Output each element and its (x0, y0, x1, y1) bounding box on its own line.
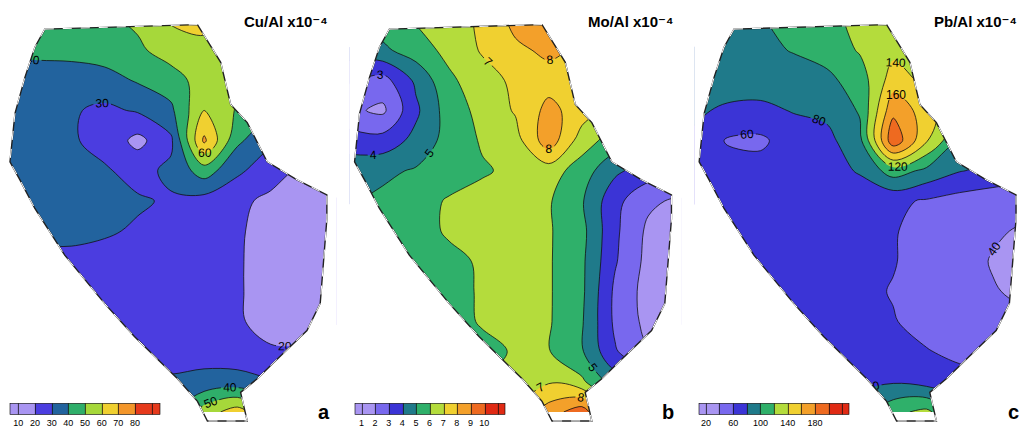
svg-text:140: 140 (780, 418, 795, 428)
svg-text:5: 5 (413, 418, 418, 428)
svg-text:60: 60 (198, 146, 212, 160)
svg-text:20: 20 (278, 339, 292, 353)
svg-text:3: 3 (377, 68, 384, 82)
svg-text:20: 20 (701, 418, 711, 428)
svg-text:3: 3 (386, 418, 391, 428)
svg-text:c: c (1008, 401, 1019, 423)
svg-text:50: 50 (80, 418, 90, 428)
svg-text:80: 80 (810, 111, 828, 129)
svg-text:50: 50 (202, 394, 220, 412)
svg-text:30: 30 (47, 418, 57, 428)
svg-text:100: 100 (968, 119, 992, 139)
svg-text:Mo/Al x10⁻⁴: Mo/Al x10⁻⁴ (588, 13, 673, 30)
svg-text:80: 80 (865, 378, 882, 395)
svg-text:60: 60 (97, 418, 107, 428)
svg-text:80: 80 (130, 418, 140, 428)
svg-text:8: 8 (545, 142, 552, 156)
svg-text:10: 10 (13, 418, 23, 428)
svg-text:2: 2 (650, 338, 657, 352)
svg-text:a: a (318, 401, 330, 423)
svg-text:70: 70 (113, 418, 123, 428)
svg-text:180: 180 (808, 418, 823, 428)
svg-text:4: 4 (369, 148, 377, 162)
svg-text:10: 10 (479, 418, 489, 428)
svg-text:40: 40 (26, 52, 41, 67)
svg-text:3: 3 (651, 172, 661, 187)
svg-text:7: 7 (441, 418, 446, 428)
svg-text:1: 1 (359, 418, 364, 428)
svg-text:2: 2 (373, 418, 378, 428)
svg-text:7: 7 (481, 54, 496, 69)
svg-text:6: 6 (469, 372, 479, 387)
svg-text:Cu/Al x10⁻⁴: Cu/Al x10⁻⁴ (244, 13, 328, 30)
svg-text:8: 8 (546, 53, 554, 68)
svg-text:7: 7 (534, 379, 547, 395)
svg-text:9: 9 (468, 418, 473, 428)
svg-text:40: 40 (63, 418, 73, 428)
svg-text:4: 4 (649, 384, 661, 400)
svg-text:50: 50 (248, 53, 268, 72)
svg-text:40: 40 (223, 380, 237, 394)
svg-text:6: 6 (427, 418, 432, 428)
svg-text:40: 40 (985, 239, 1004, 258)
svg-text:100: 100 (753, 418, 768, 428)
svg-text:6: 6 (655, 85, 667, 101)
svg-text:5: 5 (422, 146, 437, 160)
svg-text:60: 60 (740, 127, 755, 142)
svg-text:4: 4 (400, 418, 405, 428)
svg-text:8: 8 (576, 390, 586, 405)
svg-text:20: 20 (30, 418, 40, 428)
svg-text:5: 5 (585, 361, 600, 375)
svg-text:8: 8 (454, 418, 459, 428)
svg-text:160: 160 (886, 88, 906, 102)
svg-text:Pb/Al x10⁻⁴: Pb/Al x10⁻⁴ (934, 13, 1017, 30)
svg-text:60: 60 (728, 418, 738, 428)
svg-text:30: 30 (139, 367, 153, 381)
svg-text:b: b (662, 401, 674, 423)
svg-text:60: 60 (962, 358, 978, 375)
svg-text:140: 140 (885, 55, 906, 70)
svg-text:120: 120 (888, 160, 908, 174)
svg-text:30: 30 (95, 96, 109, 110)
